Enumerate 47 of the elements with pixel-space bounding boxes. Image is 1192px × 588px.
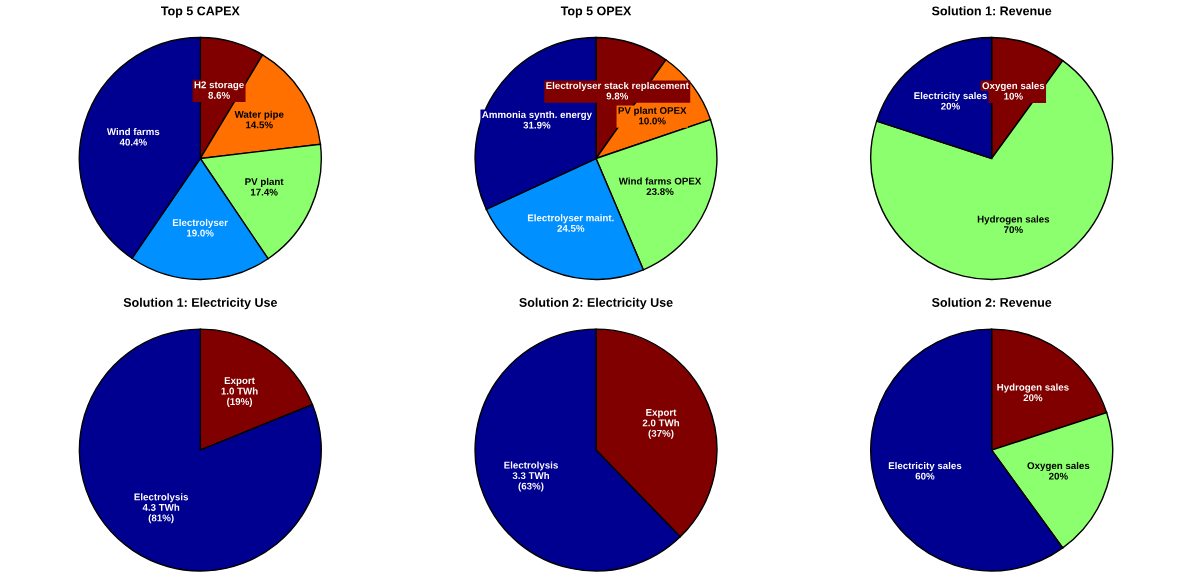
chart-title: Solution 1: Electricity Use [123, 297, 278, 310]
slice-label: Electrolyser stack replacement [546, 81, 689, 91]
slice-label: Oxygen sales [982, 82, 1045, 92]
chart-title: Top 5 CAPEX [161, 6, 240, 18]
data-label: 10.0% [639, 117, 666, 125]
slice-label: Electricity sales [888, 461, 962, 472]
data-label: 17.4% [250, 188, 278, 196]
data-label: 19.0% [186, 229, 214, 237]
chart-title: Solution 2: Revenue [931, 297, 1052, 307]
slice-label: Wind farms [106, 127, 160, 136]
slice-label: Electrolyser maint. [527, 214, 614, 224]
data-label: 14.5% [246, 121, 273, 129]
slice-label: Export [224, 377, 255, 386]
slice-label: Electrolyser [172, 218, 228, 228]
data-label: 40.4% [119, 138, 147, 146]
data-label: 31.9% [523, 121, 551, 129]
data-label: 70% [1004, 226, 1023, 234]
slice-label: Hydrogen sales [997, 383, 1069, 393]
data-label: 20% [1023, 394, 1043, 402]
data-label: 4.3 TWh (81%) [142, 503, 180, 524]
chart-title: Solution 2: Electricity Use [519, 297, 673, 310]
slice-label: Water pipe [234, 110, 284, 120]
data-label: 9.8% [606, 92, 629, 100]
data-label: 20% [1048, 472, 1068, 480]
data-label: 60% [915, 472, 935, 480]
data-label: 20% [941, 102, 960, 110]
slice-label: PV plant [245, 177, 284, 187]
slice-label: Ammonia synth. energy [482, 110, 592, 121]
data-label: 2.0 TWh (37%) [642, 419, 680, 439]
slice-label: H2 storage [194, 81, 244, 91]
chart-title: Top 5 OPEX [560, 6, 632, 18]
data-label: 24.5% [557, 224, 585, 232]
data-label: 10% [1004, 92, 1023, 100]
slice-label: Hydrogen sales [977, 215, 1050, 225]
slice-label: Wind farms OPEX [618, 177, 702, 185]
slice-label: PV plant OPEX [618, 106, 687, 116]
slice-label: Electrolysis [504, 461, 558, 471]
chart-title: Solution 1: Revenue [931, 6, 1052, 16]
slice-label: Oxygen sales [1027, 461, 1090, 472]
pie-slice [78, 328, 322, 572]
slice-label: Electricity sales [914, 91, 987, 102]
data-label: 3.3 TWh (63%) [512, 471, 550, 492]
data-label: 8.6% [208, 91, 230, 99]
slice-label: Export [646, 409, 677, 418]
slice-label: Electrolysis [134, 493, 189, 503]
data-label: 23.8% [646, 188, 674, 196]
data-label: 1.0 TWh (19%) [221, 387, 258, 407]
